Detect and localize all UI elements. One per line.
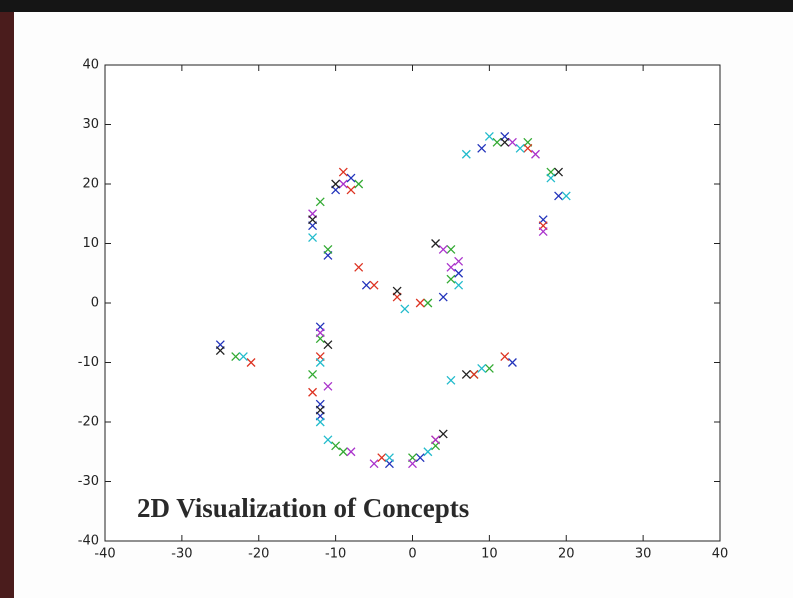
y-tick-label: -20 [78,415,99,430]
y-tick-label: 30 [82,117,99,132]
x-tick-label: 20 [558,547,575,562]
x-tick-label: 40 [712,547,729,562]
y-tick-label: -40 [78,534,99,549]
plot-area [105,65,720,541]
edge-strip [0,12,14,598]
y-tick-label: -10 [78,355,99,370]
x-tick-label: 30 [635,547,652,562]
y-tick-label: -30 [78,474,99,489]
x-tick-label: -40 [94,547,115,562]
x-tick-label: -30 [171,547,192,562]
y-tick-label: 20 [82,177,99,192]
chart: 2D Visualization of Concepts -40 -30 -20 -1… [0,0,793,598]
annotation: 2D Visualization of Concepts [137,493,469,523]
page: {"chart_data": { "type": "scatter", "ann… [0,0,793,598]
x-tick-label: 10 [481,547,498,562]
x-tick-label: 0 [408,547,416,562]
x-tick-label: -10 [325,547,346,562]
y-tick-label: 0 [91,296,99,311]
x-tick-label: -20 [248,547,269,562]
y-tick-label: 40 [82,58,99,73]
y-tick-label: 10 [82,236,99,251]
